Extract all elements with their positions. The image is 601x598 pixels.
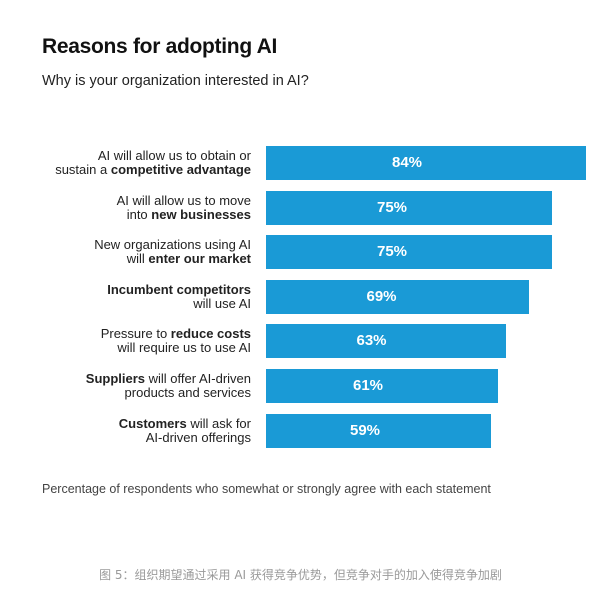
category-label-emphasis: reduce costs <box>170 326 251 341</box>
bar <box>266 414 491 448</box>
category-label: AI will allow us to obtain or sustain a c… <box>11 149 251 177</box>
category-label: Incumbent competitors will use AI <box>11 283 251 311</box>
category-label: Suppliers will offer AI-driven products a… <box>11 372 251 400</box>
category-label-line: sustain a competitive advantage <box>11 163 251 177</box>
figure-caption: 图 5：组织期望通过采用 AI 获得竞争优势，但竞争对手的加入使得竞争加剧 <box>99 568 502 582</box>
category-label-line: will enter our market <box>11 252 251 266</box>
bar-value-label: 84% <box>391 154 423 171</box>
category-label-text: will <box>126 251 149 266</box>
bar-value-label: 63% <box>356 332 387 349</box>
chart-footnote: Percentage of respondents who somewhat o… <box>42 482 491 496</box>
category-label-line: Pressure to reduce costs <box>11 327 251 341</box>
bar-value-label: 75% <box>376 199 408 216</box>
chart-subtitle: Why is your organization interested in A… <box>42 73 309 89</box>
category-label-text: will require us to use AI <box>117 340 251 355</box>
bar-chart: AI will allow us to obtain or sustain a c… <box>11 146 586 448</box>
category-label-text: will use AI <box>193 296 251 311</box>
bar-value-label: 75% <box>376 243 408 260</box>
category-label-text: Pressure to <box>100 326 171 341</box>
bar-value-label: 61% <box>352 377 384 394</box>
category-label-text: will ask for <box>186 416 251 431</box>
category-label-line: AI will allow us to obtain or <box>11 149 251 163</box>
category-label-emphasis: enter our market <box>148 251 251 266</box>
category-label-emphasis: Incumbent competitors <box>107 282 251 297</box>
category-label-line: into new businesses <box>11 208 251 222</box>
bar <box>266 280 529 314</box>
category-label-line: New organizations using AI <box>11 238 251 252</box>
category-label-line: will require us to use AI <box>11 341 251 355</box>
category-label-text: AI will allow us to obtain or <box>97 148 251 163</box>
bar-value-label: 69% <box>366 288 397 305</box>
category-label-line: Incumbent competitors <box>11 283 251 297</box>
bar <box>266 235 552 269</box>
category-label-text: will offer AI-driven <box>145 371 251 386</box>
category-label-text: sustain a <box>55 162 111 177</box>
bar <box>266 191 552 225</box>
bar-value-label: 59% <box>349 422 381 439</box>
category-label-text: New organizations using AI <box>94 237 251 252</box>
category-label-emphasis: new businesses <box>151 207 251 222</box>
category-label-emphasis: competitive advantage <box>110 162 251 177</box>
category-label-line: AI-driven offerings <box>11 431 251 445</box>
chart-title: Reasons for adopting AI <box>42 35 278 58</box>
category-label-text: AI will allow us to move <box>116 193 251 208</box>
category-label: Customers will ask for AI-driven offering… <box>11 417 251 445</box>
category-label-line: AI will allow us to move <box>11 194 251 208</box>
bar <box>266 324 506 358</box>
bar <box>266 369 498 403</box>
category-label-text: into <box>126 207 152 222</box>
category-label: AI will allow us to move into new busines… <box>11 194 251 222</box>
category-label-line: Suppliers will offer AI-driven <box>11 372 251 386</box>
category-label: New organizations using AI will enter our… <box>11 238 251 266</box>
category-label: Pressure to reduce costs will require us … <box>11 327 251 355</box>
category-label-emphasis: Customers <box>118 416 187 431</box>
category-label-text: AI-driven offerings <box>145 430 251 445</box>
category-label-line: will use AI <box>11 297 251 311</box>
category-label-text: products and services <box>124 385 251 400</box>
category-label-line: products and services <box>11 386 251 400</box>
bar <box>266 146 586 180</box>
category-label-line: Customers will ask for <box>11 417 251 431</box>
category-label-emphasis: Suppliers <box>85 371 146 386</box>
